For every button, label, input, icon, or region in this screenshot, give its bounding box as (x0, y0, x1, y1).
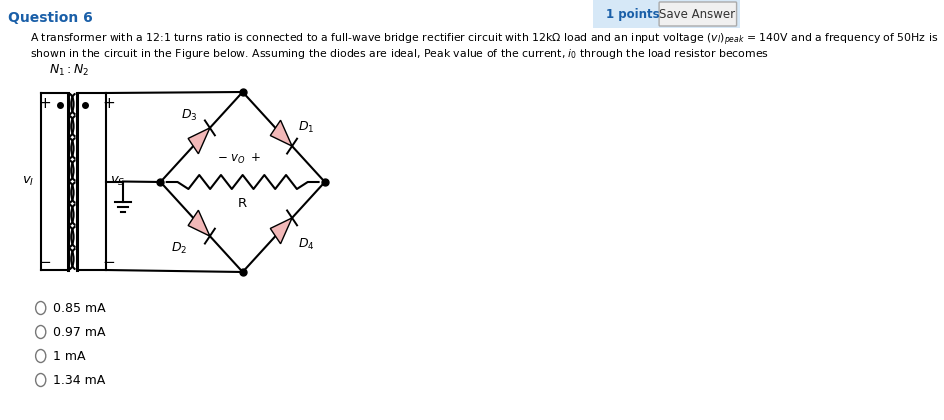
Polygon shape (188, 128, 210, 154)
Text: 0.97 mA: 0.97 mA (53, 326, 106, 339)
Text: −: − (38, 255, 51, 270)
Text: 1 points: 1 points (605, 8, 659, 21)
Text: R: R (238, 197, 247, 210)
FancyBboxPatch shape (658, 2, 735, 26)
Text: $D_3$: $D_3$ (180, 108, 197, 123)
Text: +: + (103, 95, 115, 110)
Text: $D_4$: $D_4$ (297, 237, 314, 252)
Text: −: − (103, 255, 115, 270)
Text: A transformer with a 12:1 turns ratio is connected to a full-wave bridge rectifi: A transformer with a 12:1 turns ratio is… (29, 32, 937, 48)
Text: $-\ v_O\ +$: $-\ v_O\ +$ (216, 152, 261, 166)
Text: 0.85 mA: 0.85 mA (53, 302, 106, 315)
Text: $N_1 : N_2$: $N_1 : N_2$ (48, 63, 89, 78)
Polygon shape (188, 210, 210, 236)
FancyBboxPatch shape (593, 0, 739, 28)
Text: shown in the circuit in the Figure below. Assuming the diodes are ideal, Peak va: shown in the circuit in the Figure below… (29, 47, 767, 61)
Polygon shape (270, 218, 292, 244)
Text: Question 6: Question 6 (8, 11, 93, 25)
Text: $D_2$: $D_2$ (171, 241, 187, 256)
Text: $v_I$: $v_I$ (22, 175, 34, 188)
Text: $D_1$: $D_1$ (297, 119, 313, 134)
Text: $v_S$: $v_S$ (110, 175, 126, 188)
Polygon shape (270, 120, 292, 146)
Text: 1 mA: 1 mA (53, 349, 86, 362)
Text: +: + (38, 95, 51, 110)
Text: 1.34 mA: 1.34 mA (53, 373, 106, 386)
Text: Save Answer: Save Answer (659, 8, 734, 21)
